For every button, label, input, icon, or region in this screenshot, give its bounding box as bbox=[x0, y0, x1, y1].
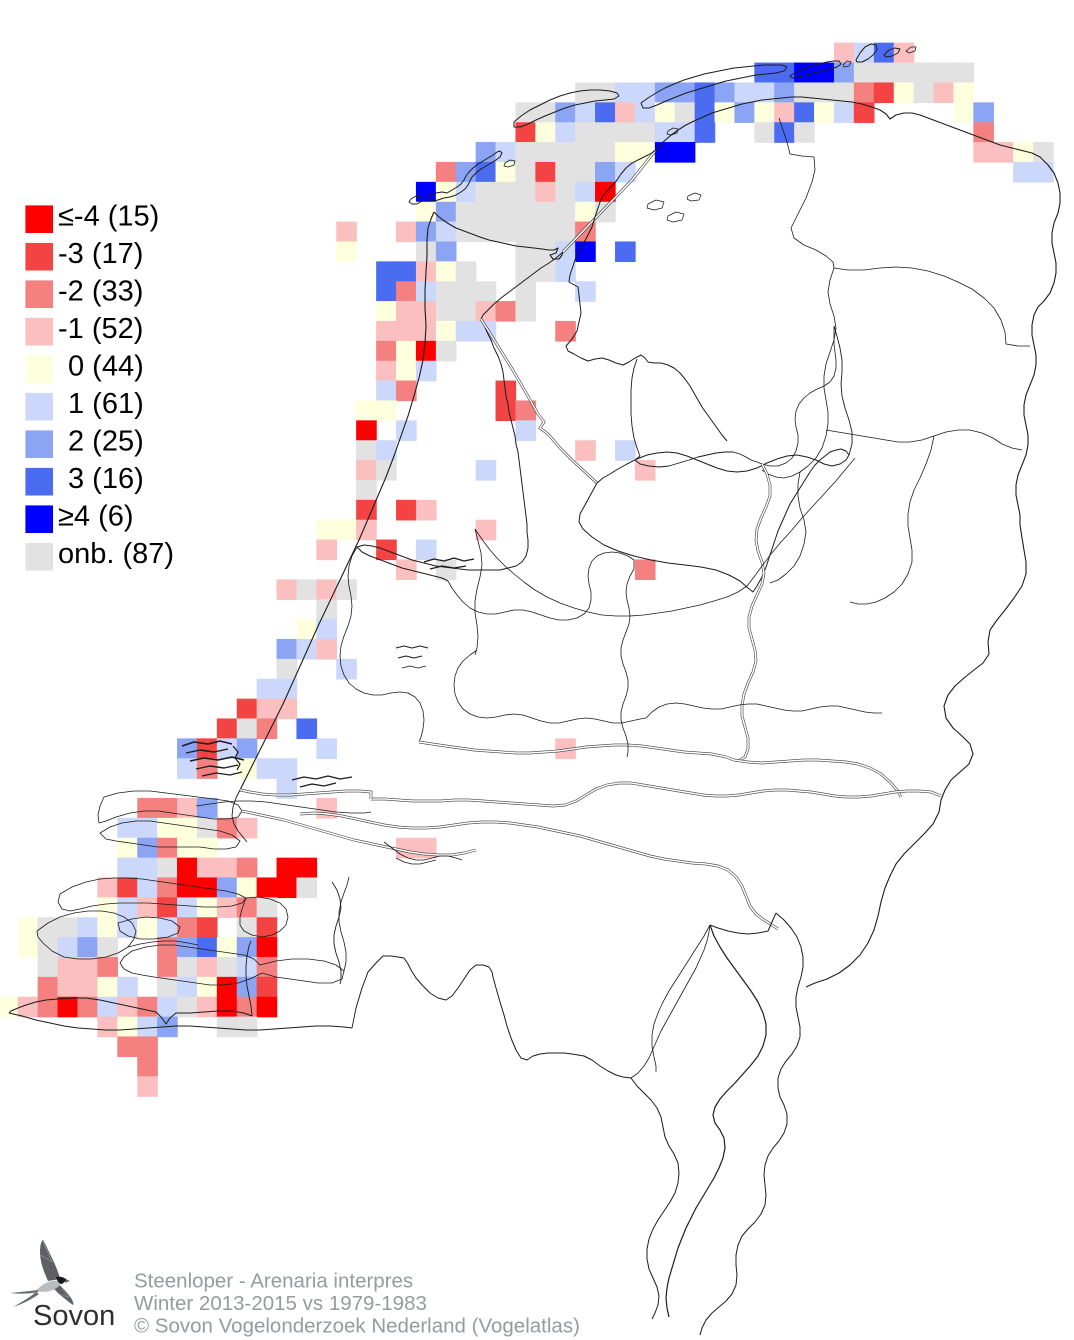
svg-text:3 (16): 3 (16) bbox=[68, 463, 144, 495]
svg-text:0 (44): 0 (44) bbox=[68, 351, 144, 383]
svg-text:-3 (17): -3 (17) bbox=[58, 238, 143, 270]
svg-text:© Sovon Vogelonderzoek Nederla: © Sovon Vogelonderzoek Nederland (Vogela… bbox=[134, 1314, 580, 1337]
svg-text:-2 (33): -2 (33) bbox=[58, 276, 143, 308]
svg-text:≥4 (6): ≥4 (6) bbox=[58, 501, 134, 533]
svg-text:1 (61): 1 (61) bbox=[68, 388, 144, 420]
svg-text:Steenloper - Arenaria interpre: Steenloper - Arenaria interpres bbox=[134, 1270, 413, 1293]
svg-text:onb. (87): onb. (87) bbox=[58, 538, 174, 570]
svg-text:-1 (52): -1 (52) bbox=[58, 313, 143, 345]
svg-text:Sovon: Sovon bbox=[33, 1300, 115, 1332]
svg-text:2 (25): 2 (25) bbox=[68, 426, 144, 458]
svg-text:Winter 2013-2015 vs 1979-1983: Winter 2013-2015 vs 1979-1983 bbox=[134, 1292, 427, 1315]
svg-text:≤-4 (15): ≤-4 (15) bbox=[58, 201, 159, 233]
